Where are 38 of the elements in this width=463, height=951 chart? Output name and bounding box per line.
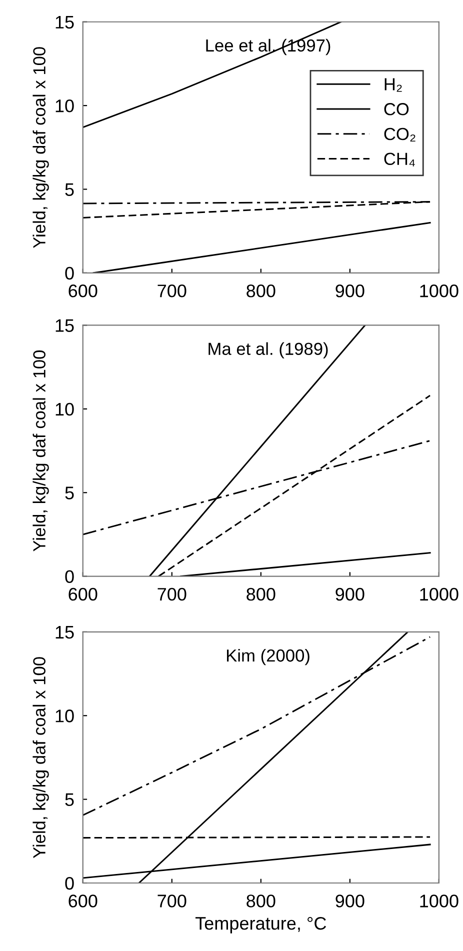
y-axis-title: Yield, kg/kg daf coal x 100 bbox=[32, 350, 49, 552]
x-tick-label: 800 bbox=[246, 588, 276, 601]
annotation: Kim (2000) bbox=[226, 648, 310, 666]
y-tick-label: 0 bbox=[65, 876, 74, 890]
x-tick-label: 900 bbox=[336, 894, 364, 908]
y-tick-label: 15 bbox=[56, 16, 74, 29]
y-tick-label: 5 bbox=[65, 486, 74, 500]
y-axis-title: Yield, kg/kg daf coal x 100 bbox=[32, 47, 49, 248]
y-tick-label: 0 bbox=[65, 570, 74, 584]
x-tick-label: 800 bbox=[246, 284, 276, 298]
y-tick-label: 15 bbox=[56, 319, 74, 332]
x-tick-label: 900 bbox=[336, 284, 364, 298]
y-axis-title: Yield, kg/kg daf coal x 100 bbox=[32, 657, 49, 858]
legend-label: CO bbox=[384, 102, 409, 116]
legend-label: CH₄ bbox=[384, 152, 415, 166]
x-tick-label: 700 bbox=[158, 588, 186, 601]
x-tick-label: 1000 bbox=[420, 894, 458, 908]
y-tick-label: 5 bbox=[65, 793, 74, 806]
annotation: Lee et al. (1997) bbox=[206, 38, 330, 56]
y-tick-label: 10 bbox=[56, 99, 74, 112]
x-tick-label: 1000 bbox=[420, 284, 458, 298]
x-axis-title: Temperature, °C bbox=[195, 916, 326, 934]
x-tick-label: 1000 bbox=[420, 588, 458, 601]
y-tick-label: 10 bbox=[56, 402, 74, 416]
x-tick-label: 600 bbox=[68, 894, 98, 908]
x-tick-label: 600 bbox=[68, 588, 98, 601]
legend-label: CO₂ bbox=[384, 128, 416, 142]
legend-label: H₂ bbox=[384, 78, 402, 92]
x-tick-label: 600 bbox=[68, 284, 98, 298]
y-tick-label: 0 bbox=[65, 266, 74, 280]
x-tick-label: 700 bbox=[158, 284, 186, 298]
annotation: Ma et al. (1989) bbox=[208, 342, 328, 358]
y-tick-label: 5 bbox=[65, 183, 74, 196]
x-tick-label: 800 bbox=[246, 894, 276, 908]
x-tick-label: 900 bbox=[336, 588, 364, 601]
y-tick-label: 15 bbox=[56, 626, 74, 639]
y-tick-label: 10 bbox=[56, 710, 74, 722]
x-tick-label: 700 bbox=[158, 894, 186, 908]
